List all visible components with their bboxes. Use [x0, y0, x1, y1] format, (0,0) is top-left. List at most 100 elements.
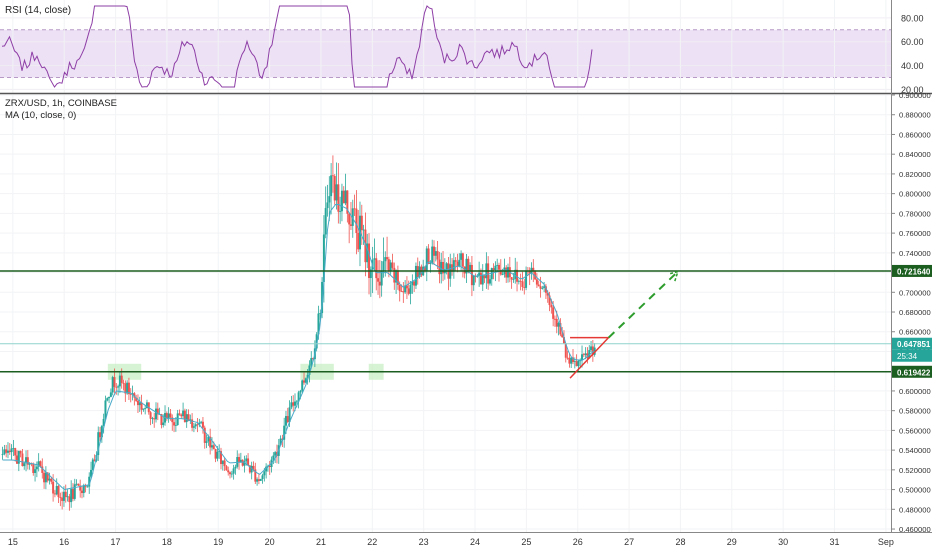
candle-body	[479, 272, 482, 285]
candle-body	[129, 393, 132, 395]
candle-body	[39, 461, 42, 467]
candle-body	[261, 475, 264, 479]
price-panel[interactable]: ZRX/USD, 1h, COINBASE MA (10, close, 0)	[0, 94, 891, 532]
candle-body	[537, 284, 540, 287]
candle-body	[573, 361, 576, 362]
candle-body	[353, 208, 356, 210]
candle-body	[174, 425, 177, 426]
last-price-label: 0.647851	[897, 340, 931, 349]
candle-body	[391, 262, 394, 268]
candle-body	[53, 493, 56, 495]
candle-body	[523, 286, 526, 288]
candle-body	[180, 414, 183, 417]
candle-body	[456, 261, 459, 267]
price-tick-label: 0.660000	[899, 328, 931, 337]
candle-body	[442, 261, 445, 274]
candle-body	[319, 313, 322, 314]
candle-body	[516, 269, 519, 282]
candle-body	[140, 402, 143, 410]
price-tick-label: 0.540000	[899, 446, 931, 455]
moving-average-line	[2, 204, 596, 491]
candle-body	[404, 285, 407, 293]
candle-body	[555, 318, 558, 327]
candle-body	[100, 426, 103, 438]
projection-line	[607, 270, 679, 339]
candle-body	[326, 202, 329, 209]
candle-body	[290, 402, 293, 408]
candle-body	[68, 496, 71, 503]
candle-body	[505, 267, 508, 278]
candle-body	[144, 408, 147, 409]
date-tick-label: 30	[778, 537, 788, 547]
candle-body	[115, 386, 118, 388]
candle-body	[145, 402, 148, 409]
candle-body	[106, 398, 109, 401]
date-tick-label: 25	[521, 537, 531, 547]
candle-body	[380, 270, 383, 286]
candle-body	[14, 448, 17, 456]
price-tick-label: 0.780000	[899, 209, 931, 218]
time-axis[interactable]: 15 16 17 18 19 20 21 22 23 24 25 26 27 28 29 30 31 Sep	[8, 537, 894, 547]
candle-body	[126, 382, 129, 394]
date-tick-label: 26	[573, 537, 583, 547]
candle-body	[306, 374, 309, 379]
candle-body	[525, 270, 528, 288]
candle-body	[369, 269, 372, 279]
candle-body	[142, 408, 145, 410]
candle-body	[470, 264, 473, 286]
candle-body	[377, 278, 380, 282]
rsi-tick-label: 20.00	[901, 85, 924, 95]
projection-arrow[interactable]	[607, 270, 680, 339]
candle-body	[173, 422, 176, 426]
candle-body	[21, 453, 24, 467]
candle-body	[178, 413, 181, 415]
candle-body	[64, 491, 67, 498]
candle-body	[510, 277, 513, 280]
candle-body	[405, 285, 408, 289]
candle-body	[79, 485, 82, 491]
price-tick-label: 0.680000	[899, 308, 931, 317]
candle-body	[133, 393, 136, 398]
candle-body	[337, 184, 340, 212]
candle-body	[360, 215, 363, 231]
candle-body	[458, 259, 461, 267]
candle-body	[122, 382, 125, 384]
candle-body	[514, 269, 517, 279]
rsi-panel[interactable]: RSI (14, close) 80.00 60.00 40.00 20.00	[0, 0, 924, 95]
candle-body	[559, 322, 562, 335]
candle-body	[304, 378, 307, 383]
candle-body	[203, 427, 206, 443]
candle-body	[564, 343, 567, 358]
candle-body	[355, 208, 358, 234]
candle-body	[413, 281, 416, 286]
candle-body	[328, 196, 331, 203]
candle-body	[348, 213, 351, 225]
candle-body	[23, 463, 26, 467]
triangle-rising-line	[569, 337, 610, 379]
candle-body	[194, 424, 197, 427]
candle-body	[357, 233, 360, 250]
candle-body	[297, 392, 300, 402]
rsi-tick-label: 40.00	[901, 61, 924, 71]
rsi-axis[interactable]: 80.00 60.00 40.00 20.00	[901, 13, 924, 95]
candle-body	[62, 491, 65, 501]
ascending-triangle-drawing[interactable]	[569, 336, 610, 379]
candle-body	[561, 334, 564, 338]
price-tick-label: 0.840000	[899, 150, 931, 159]
candle-body	[541, 287, 544, 289]
candle-body	[331, 175, 334, 177]
candle-body	[210, 445, 213, 448]
candle-body	[229, 472, 232, 475]
countdown-badge	[892, 349, 932, 362]
date-tick-label: Sep	[878, 537, 894, 547]
candle-body	[48, 478, 51, 481]
candle-body	[93, 459, 96, 461]
candle-body	[546, 292, 549, 296]
candle-body	[239, 459, 242, 463]
candle-body	[113, 377, 116, 387]
candle-body	[167, 413, 170, 418]
candle-body	[41, 466, 44, 473]
candle-body	[312, 358, 315, 360]
date-tick-label: 27	[624, 537, 634, 547]
